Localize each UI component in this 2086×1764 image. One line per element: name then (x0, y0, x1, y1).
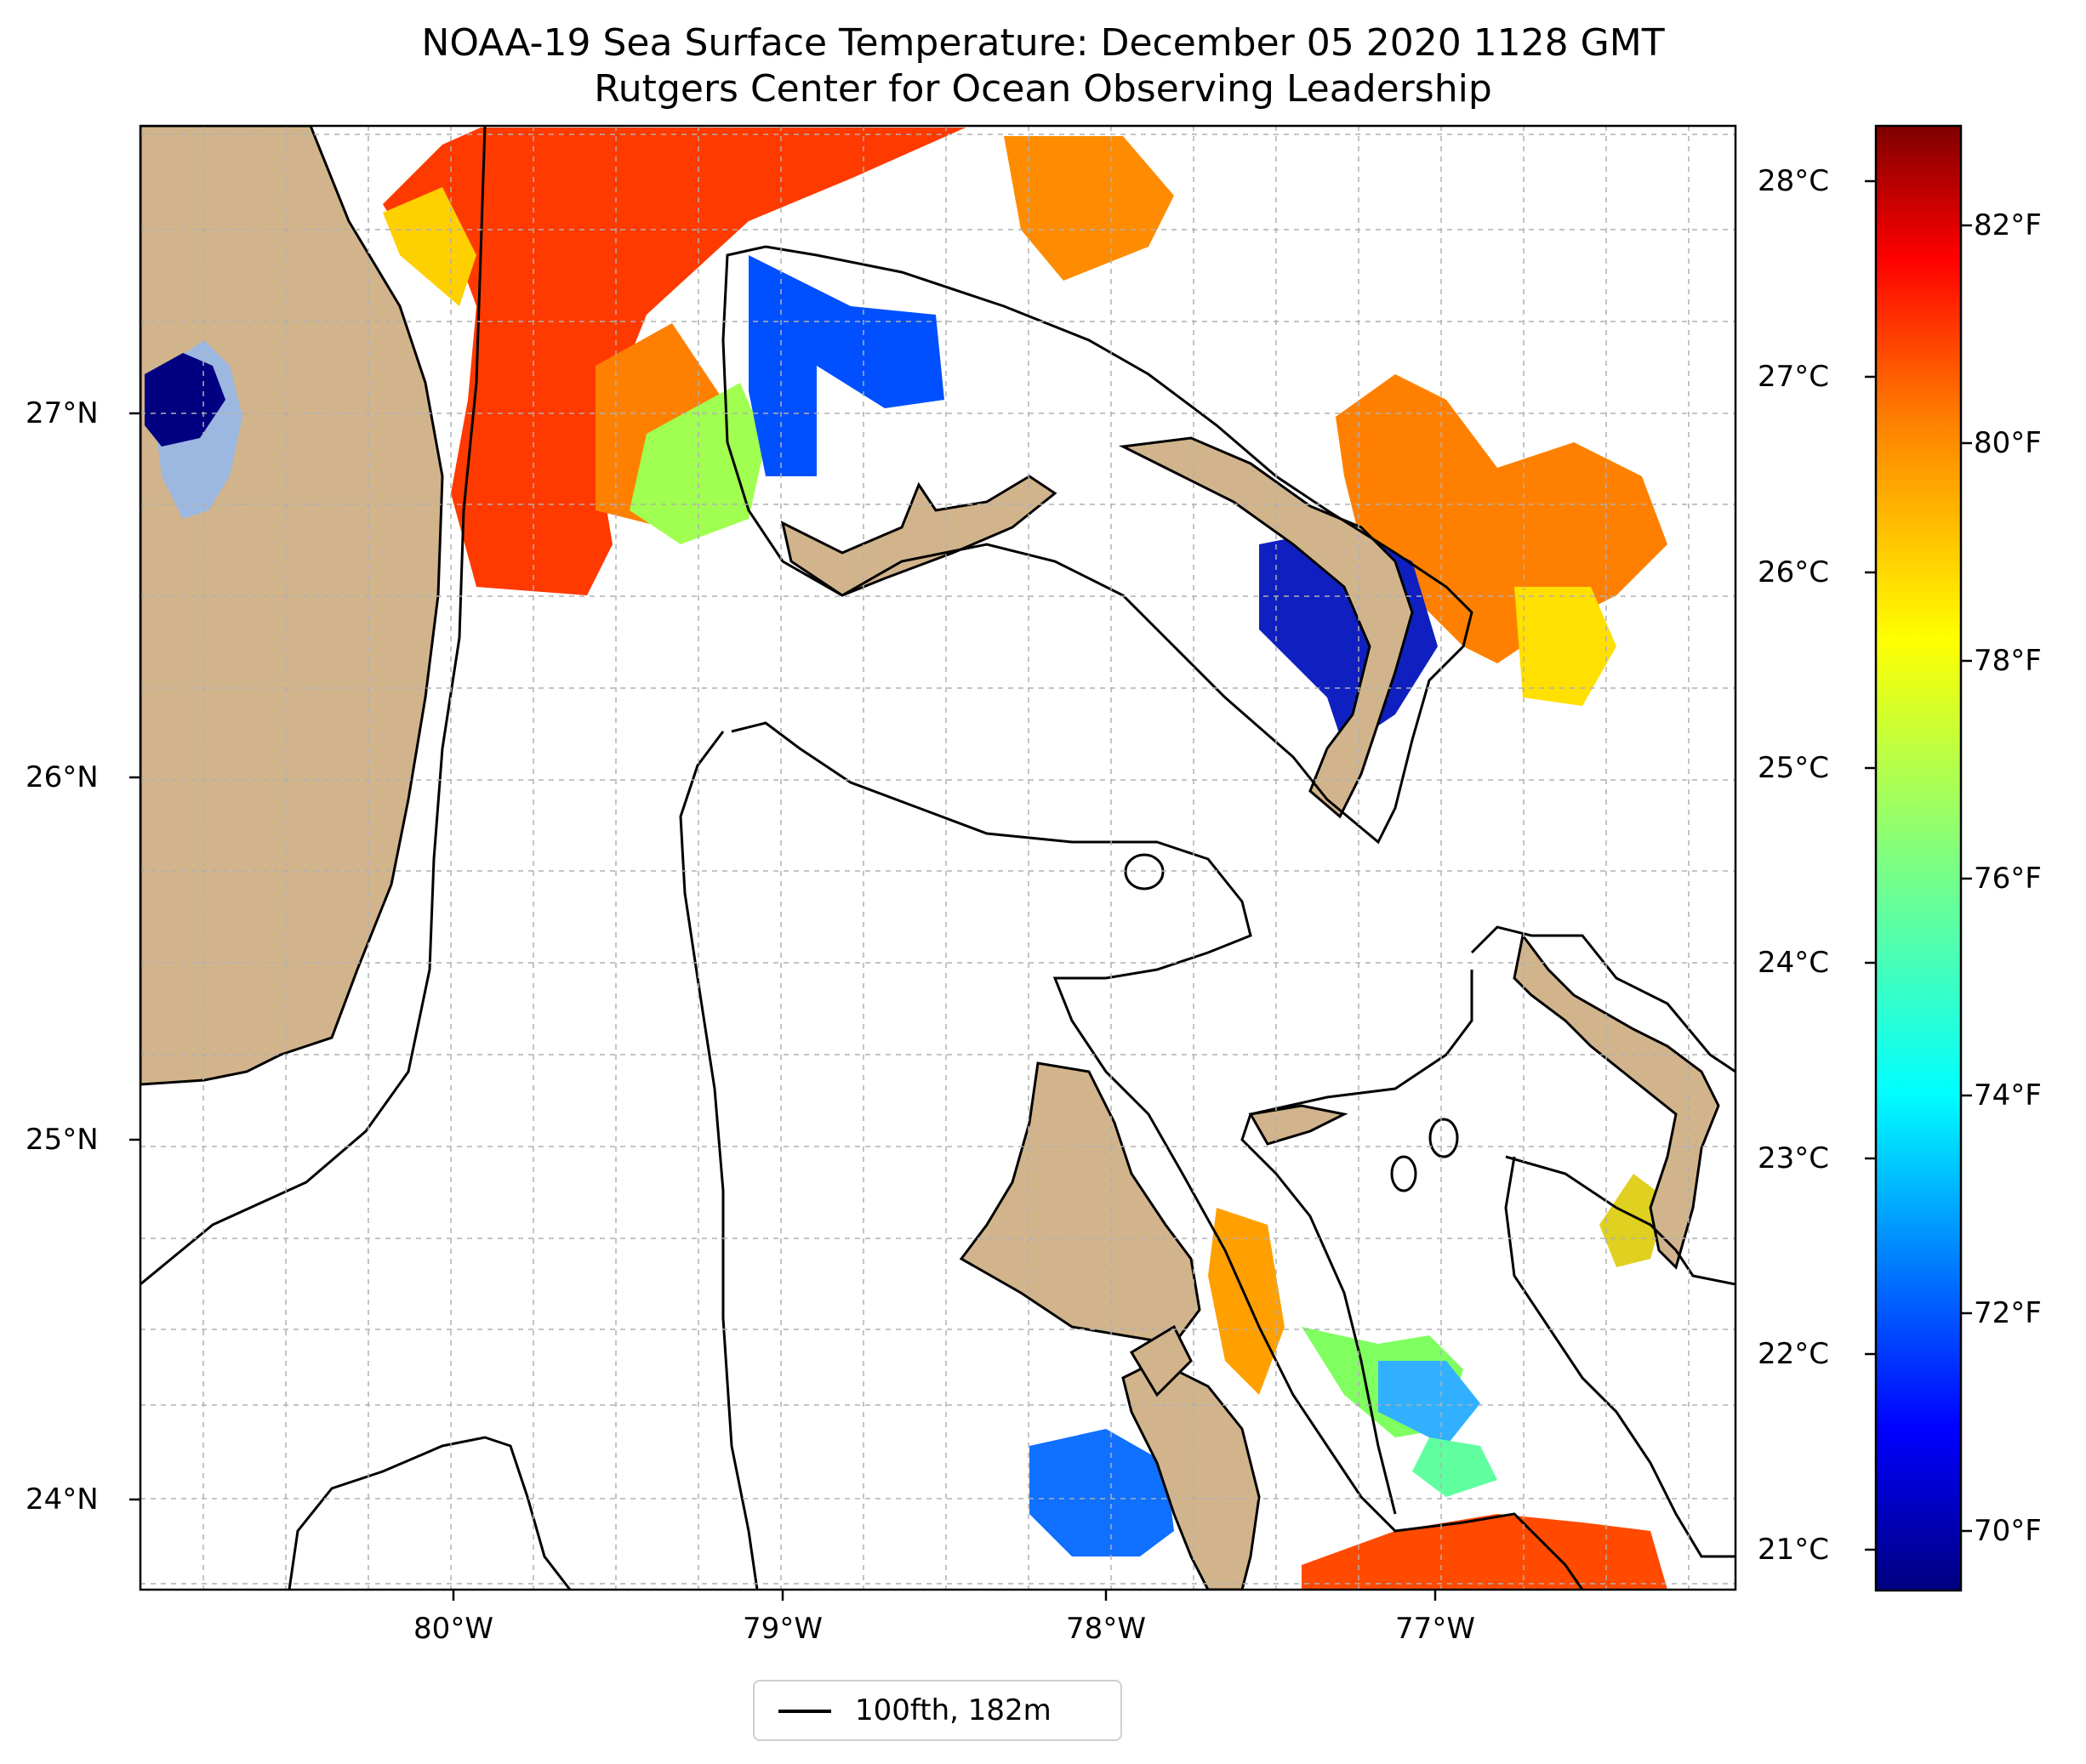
florida-land (140, 126, 444, 1086)
map-title: NOAA-19 Sea Surface Temperature: Decembe… (421, 21, 1665, 65)
celsius-label: 22°C (1758, 1337, 1830, 1371)
lat-label-25n: 25°N (26, 1123, 99, 1157)
legend-label: 100fth, 182m (855, 1693, 1052, 1727)
lon-label-79w: 79°W (743, 1612, 823, 1646)
colorbar (1874, 124, 1963, 1592)
celsius-label: 27°C (1758, 360, 1830, 394)
celsius-label: 24°C (1758, 946, 1830, 980)
lat-label-24n: 24°N (26, 1482, 99, 1516)
fahrenheit-label: 80°F (1974, 426, 2042, 460)
celsius-label: 25°C (1758, 751, 1830, 785)
celsius-label: 23°C (1758, 1141, 1830, 1175)
graticule (140, 126, 1735, 1590)
axis-ticks (129, 412, 1437, 1601)
sst-patches (383, 128, 1667, 1590)
celsius-label: 28°C (1758, 164, 1830, 198)
legend-line-swatch (778, 1710, 831, 1713)
lon-label-78w: 78°W (1066, 1612, 1146, 1646)
legend: 100fth, 182m (753, 1680, 1122, 1741)
lat-label-27n: 27°N (26, 396, 99, 430)
fahrenheit-label: 72°F (1974, 1296, 2042, 1330)
map-subtitle: Rutgers Center for Ocean Observing Leade… (594, 67, 1492, 111)
map-area (140, 126, 1735, 1590)
lon-label-80w: 80°W (413, 1612, 493, 1646)
lon-label-77w: 77°W (1395, 1612, 1475, 1646)
fahrenheit-label: 82°F (1974, 208, 2042, 242)
fahrenheit-label: 78°F (1974, 644, 2042, 678)
fahrenheit-label: 70°F (1974, 1514, 2042, 1548)
lat-label-26n: 26°N (26, 760, 99, 794)
celsius-label: 21°C (1758, 1533, 1830, 1567)
lake-okeechobee-deep (145, 353, 225, 447)
fahrenheit-label: 76°F (1974, 862, 2042, 896)
map-frame (139, 124, 1737, 1591)
colorbar-ticks (1865, 179, 1972, 1551)
fahrenheit-label: 74°F (1974, 1078, 2042, 1112)
celsius-label: 26°C (1758, 555, 1830, 589)
